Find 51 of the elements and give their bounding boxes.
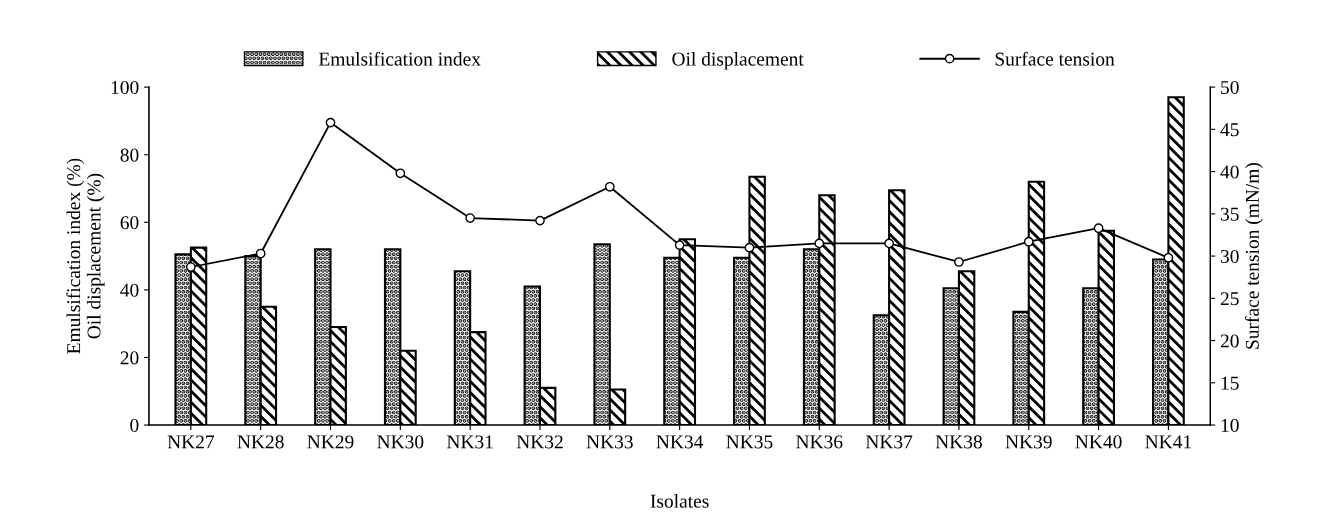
legend-label: Emulsification index [318, 51, 481, 66]
point [535, 215, 545, 226]
y2-tick-label: 40 [1220, 165, 1239, 179]
y-tick-label: 40 [120, 283, 139, 297]
x-tick-label: NK34 [656, 435, 704, 449]
point [1163, 252, 1174, 263]
point [1023, 236, 1034, 247]
x-tick-label: NK29 [307, 435, 354, 449]
x-axis-title: Isolates [650, 494, 709, 508]
y-tick-label: 80 [120, 148, 139, 162]
x-tick-label: NK27 [167, 435, 215, 449]
point [674, 240, 685, 250]
y2-tick-label: 10 [1221, 418, 1239, 432]
y-tick-label: 60 [120, 216, 139, 230]
y2-tick-label: 15 [1221, 376, 1239, 390]
point [325, 117, 336, 128]
y2-tick-label: 50 [1221, 80, 1239, 95]
legend-label: Surface tension [995, 51, 1115, 66]
y-tick-label: 100 [111, 80, 139, 95]
x-tick-label: NK33 [586, 435, 633, 449]
x-tick-label: NK31 [446, 435, 493, 449]
x-tick-label: NK39 [1005, 435, 1052, 449]
point [255, 248, 266, 259]
point [465, 213, 476, 223]
y2-axis-title: Surface tension (mN/m) [1245, 162, 1263, 349]
y-tick-label: 20 [120, 351, 139, 365]
point [1093, 223, 1104, 234]
y2-tick-label: 20 [1220, 334, 1239, 348]
point [954, 257, 964, 267]
x-tick-label: NK40 [1075, 435, 1122, 449]
point [744, 242, 755, 253]
y2-tick-label: 45 [1220, 123, 1239, 137]
y-tick-label: 0 [130, 418, 139, 432]
point [814, 238, 825, 249]
point [604, 181, 615, 192]
x-tick-label: NK37 [865, 435, 913, 449]
point [395, 168, 406, 179]
y2-tick-label: 30 [1220, 249, 1239, 264]
x-tick-label: NK35 [726, 435, 773, 449]
legend-label: Oil displacement [672, 51, 804, 70]
x-tick-label: NK28 [237, 435, 284, 449]
point [185, 262, 196, 272]
y-axis-title: Emulsification index (%) Oil displacement (%) [66, 158, 105, 354]
x-tick-label: NK30 [377, 435, 424, 449]
point [884, 238, 894, 249]
y2-tick-label: 25 [1220, 292, 1239, 306]
x-tick-label: NK36 [796, 435, 843, 449]
y2-tick-label: 35 [1220, 207, 1239, 221]
x-tick-label: NK32 [516, 435, 563, 449]
x-tick-label: NK41 [1145, 435, 1191, 449]
x-tick-label: NK38 [935, 435, 982, 449]
